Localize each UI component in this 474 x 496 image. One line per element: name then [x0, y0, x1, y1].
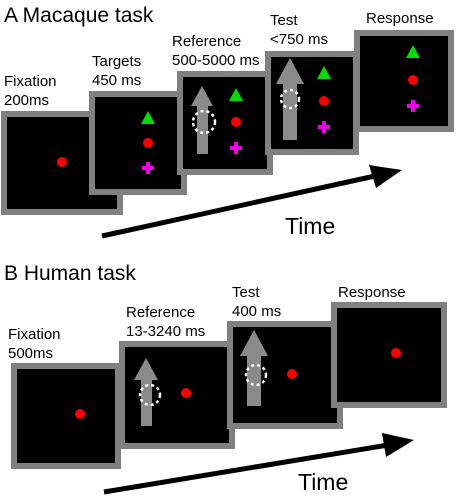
- screen-label: Test: [270, 12, 298, 29]
- screen-label: Reference: [126, 304, 195, 321]
- target-dot: [231, 117, 241, 127]
- screen-label: 200ms: [4, 92, 49, 109]
- screen-label: Test: [232, 284, 260, 301]
- screen: [265, 51, 359, 155]
- target-dot: [408, 75, 418, 85]
- dot-patch: [138, 383, 162, 407]
- screen-label: 450 ms: [92, 72, 141, 89]
- fixation-dot: [287, 369, 297, 379]
- screen-label: Reference: [172, 33, 241, 50]
- motion-arrow: [141, 378, 152, 426]
- screen-label: Fixation: [4, 73, 57, 90]
- target-dot: [143, 138, 153, 148]
- target-triangle: [229, 88, 243, 101]
- panel-title: A Macaque task: [4, 4, 154, 27]
- screen-label: Targets: [92, 53, 141, 70]
- motion-arrow: [197, 104, 208, 154]
- screen-label: 500ms: [8, 345, 53, 362]
- motion-arrow-head: [240, 330, 268, 356]
- motion-arrow-head: [134, 358, 158, 380]
- screen: [119, 341, 235, 449]
- target-triangle: [406, 45, 420, 58]
- screen: [354, 30, 454, 132]
- screen: [89, 91, 187, 195]
- motion-arrow: [247, 354, 261, 406]
- screen: [11, 363, 121, 469]
- screen-label: Response: [366, 10, 434, 27]
- screen: [177, 71, 273, 175]
- screen-label: Fixation: [8, 326, 61, 343]
- dot-patch: [191, 109, 217, 135]
- fixation-dot: [391, 348, 401, 358]
- target-triangle: [141, 111, 155, 124]
- screen-label: Response: [338, 284, 406, 301]
- time-arrow-head: [382, 433, 414, 457]
- target-dot: [319, 96, 329, 106]
- motion-arrow-head: [276, 58, 304, 84]
- dot-patch: [279, 88, 301, 110]
- time-label: Time: [298, 469, 348, 495]
- time-arrow-head: [369, 165, 402, 188]
- fixation-dot: [57, 157, 67, 167]
- screen-label: 400 ms: [232, 303, 281, 320]
- time-arrow: [101, 173, 376, 239]
- motion-arrow-head: [191, 86, 213, 106]
- screen-label: <750 ms: [270, 31, 328, 48]
- motion-arrow: [283, 82, 297, 140]
- screen-label: 13-3240 ms: [126, 323, 205, 340]
- screen: [331, 302, 447, 408]
- target-triangle: [317, 66, 331, 79]
- time-label: Time: [285, 213, 335, 239]
- fixation-dot: [181, 388, 191, 398]
- panel-title: B Human task: [4, 262, 136, 285]
- screen-label: 500-5000 ms: [172, 52, 260, 69]
- fixation-dot: [75, 409, 85, 419]
- dot-patch: [244, 363, 268, 387]
- time-arrow: [103, 442, 389, 495]
